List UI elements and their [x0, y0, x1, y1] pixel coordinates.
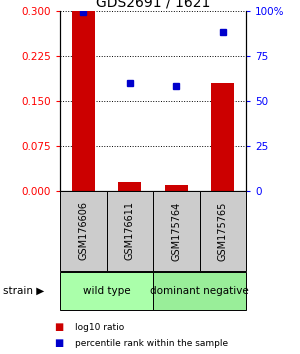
Bar [165, 185, 188, 191]
Bar [118, 182, 141, 191]
Bar [72, 11, 95, 191]
Text: GSM175765: GSM175765 [218, 201, 228, 261]
FancyBboxPatch shape [60, 191, 106, 271]
Text: GSM176606: GSM176606 [78, 201, 88, 261]
FancyBboxPatch shape [60, 272, 153, 310]
Title: GDS2691 / 1621: GDS2691 / 1621 [96, 0, 210, 10]
Text: ■: ■ [54, 338, 63, 348]
FancyBboxPatch shape [106, 191, 153, 271]
Text: GSM176611: GSM176611 [125, 201, 135, 261]
FancyBboxPatch shape [200, 191, 246, 271]
FancyBboxPatch shape [153, 272, 246, 310]
Text: ■: ■ [54, 322, 63, 332]
Text: percentile rank within the sample: percentile rank within the sample [75, 339, 228, 348]
FancyBboxPatch shape [153, 191, 200, 271]
Bar [211, 83, 234, 191]
Text: dominant negative: dominant negative [150, 286, 249, 296]
Text: log10 ratio: log10 ratio [75, 323, 124, 332]
Text: GSM175764: GSM175764 [171, 201, 181, 261]
Text: wild type: wild type [83, 286, 130, 296]
Text: strain ▶: strain ▶ [3, 286, 44, 296]
